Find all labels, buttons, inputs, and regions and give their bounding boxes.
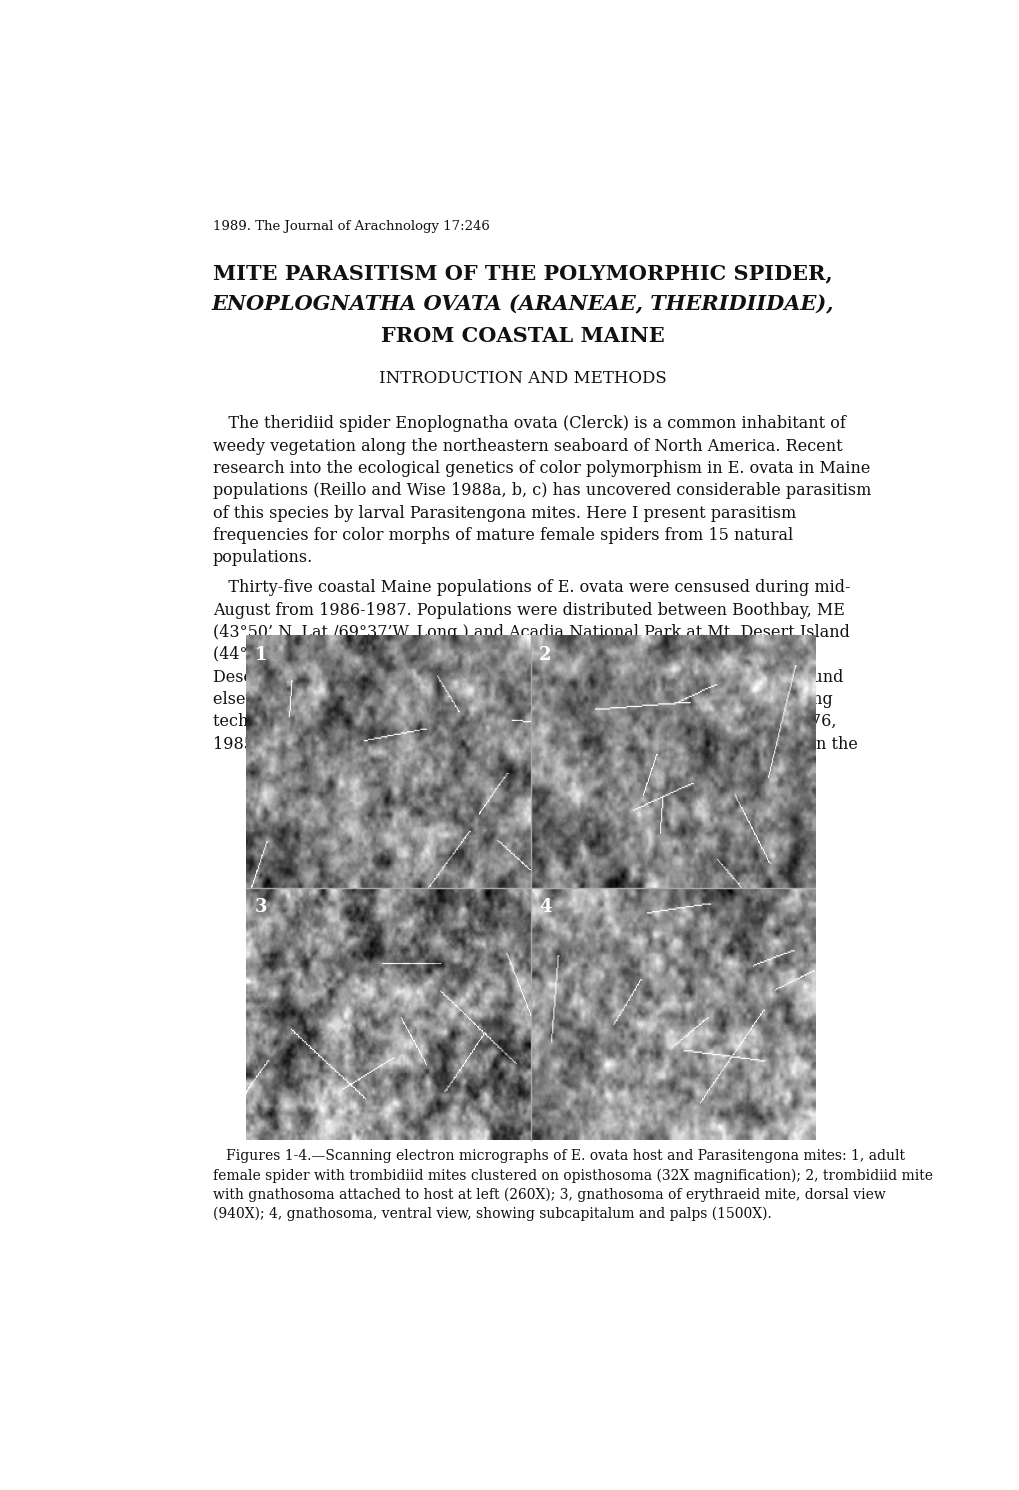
Text: INTRODUCTION AND METHODS: INTRODUCTION AND METHODS — [378, 371, 666, 387]
Text: populations.: populations. — [213, 550, 313, 566]
Text: (43°50’ N. Lat./69°37’W. Long.) and Acadia National Park at Mt. Desert Island: (43°50’ N. Lat./69°37’W. Long.) and Acad… — [213, 624, 849, 641]
Text: 1985a, b) and Reillo and Wise (1988b). Spiders were examined for mites in the: 1985a, b) and Reillo and Wise (1988b). S… — [213, 736, 857, 752]
Text: MITE PARASITISM OF THE POLYMORPHIC SPIDER,: MITE PARASITISM OF THE POLYMORPHIC SPIDE… — [213, 264, 832, 283]
Text: August from 1986-1987. Populations were distributed between Boothbay, ME: August from 1986-1987. Populations were … — [213, 602, 844, 618]
Text: Descriptions of the color phenotypes and life history of E. ovata can be found: Descriptions of the color phenotypes and… — [213, 669, 843, 685]
Text: (44°25’ N. Lat./68°15’ W. Long.) (see map in Reillo and Wise [1988b]).: (44°25’ N. Lat./68°15’ W. Long.) (see ma… — [213, 647, 784, 663]
Text: The theridiid spider Enoplognatha ovata (Clerck) is a common inhabitant of: The theridiid spider Enoplognatha ovata … — [213, 416, 845, 432]
Text: Thirty-five coastal Maine populations of E. ovata were censused during mid-: Thirty-five coastal Maine populations of… — [213, 580, 850, 596]
Text: with gnathosoma attached to host at left (260X); 3, gnathosoma of erythraeid mit: with gnathosoma attached to host at left… — [213, 1188, 884, 1201]
Text: elsewhere (Seligy 1971; Oxford 1976; Wise and Reillo 1985), and censusing: elsewhere (Seligy 1971; Oxford 1976; Wis… — [213, 691, 832, 708]
Text: techniques for estimating morph frequencies are discussed in Oxford (1976,: techniques for estimating morph frequenc… — [213, 714, 836, 730]
Text: female spider with trombidiid mites clustered on opisthosoma (32X magnification): female spider with trombidiid mites clus… — [213, 1168, 932, 1183]
Text: of this species by larval Parasitengona mites. Here I present parasitism: of this species by larval Parasitengona … — [213, 505, 796, 522]
Text: Figures 1-4.—Scanning electron micrographs of E. ovata host and Parasitengona mi: Figures 1-4.—Scanning electron micrograp… — [213, 1149, 904, 1164]
Text: weedy vegetation along the northeastern seaboard of North America. Recent: weedy vegetation along the northeastern … — [213, 438, 842, 454]
Text: research into the ecological genetics of color polymorphism in E. ovata in Maine: research into the ecological genetics of… — [213, 460, 869, 477]
Text: frequencies for color morphs of mature female spiders from 15 natural: frequencies for color morphs of mature f… — [213, 527, 793, 544]
Text: 1989. The Journal of Arachnology 17:246: 1989. The Journal of Arachnology 17:246 — [213, 219, 489, 232]
Text: populations (Reillo and Wise 1988a, b, c) has uncovered considerable parasitism: populations (Reillo and Wise 1988a, b, c… — [213, 483, 870, 499]
Text: (940X); 4, gnathosoma, ventral view, showing subcapitalum and palps (1500X).: (940X); 4, gnathosoma, ventral view, sho… — [213, 1207, 770, 1220]
Text: ENOPLOGNATHA OVATA (ARANEAE, THERIDIIDAE),: ENOPLOGNATHA OVATA (ARANEAE, THERIDIIDAE… — [211, 295, 834, 314]
Text: FROM COASTAL MAINE: FROM COASTAL MAINE — [380, 326, 664, 346]
